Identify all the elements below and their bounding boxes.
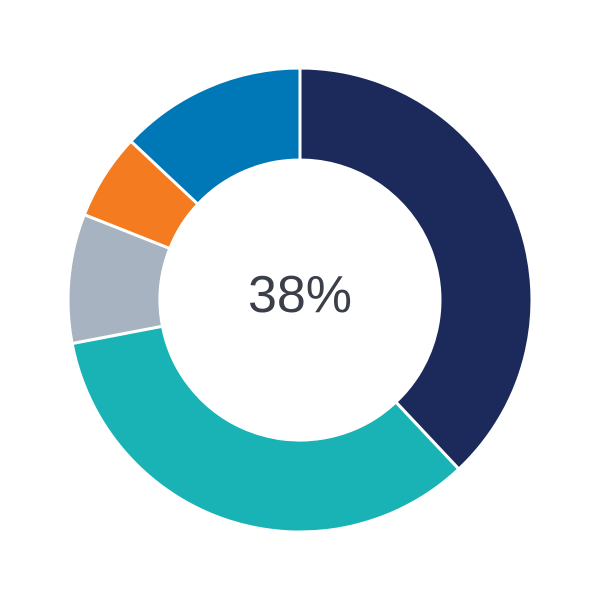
donut-slice-2 <box>70 324 461 534</box>
donut-slice-1 <box>298 66 534 472</box>
donut-slice-5 <box>128 66 302 207</box>
center-label: 38% <box>247 266 353 324</box>
